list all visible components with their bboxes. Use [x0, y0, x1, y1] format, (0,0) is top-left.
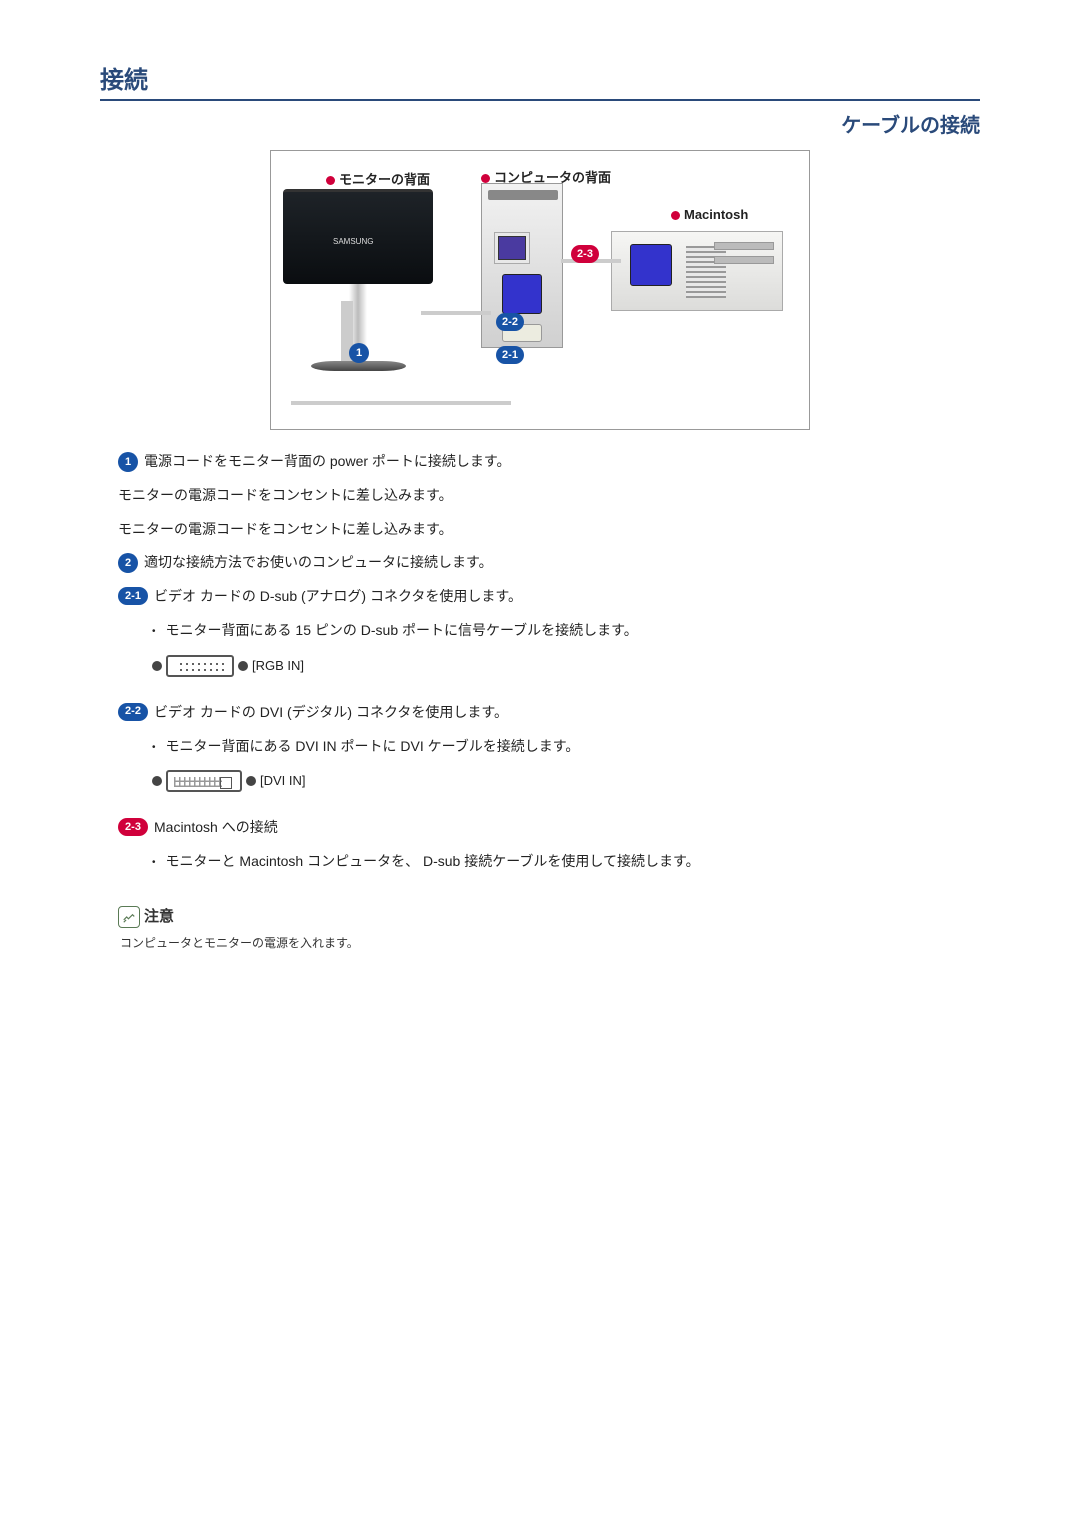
step-badge-2: 2 — [118, 553, 138, 573]
diagram-label-mac: Macintosh — [671, 207, 748, 222]
diagram-badge-2-2: 2-2 — [496, 313, 524, 331]
step-text-2-1: ビデオ カードの D-sub (アナログ) コネクタを使用します。 — [154, 585, 522, 609]
step-badge-1: 1 — [118, 452, 138, 472]
step-text-2: 適切な接続方法でお使いのコンピュータに接続します。 — [144, 551, 493, 575]
mac-graphic — [611, 231, 783, 311]
step-text-2-1-bullet: モニター背面にある 15 ピンの D-sub ポートに信号ケーブルを接続します。 — [166, 619, 638, 643]
step-badge-2-1: 2-1 — [118, 587, 148, 605]
rgb-port-icon — [166, 655, 234, 677]
instruction-body: 1 電源コードをモニター背面の power ポートに接続します。 モニターの電源… — [100, 450, 980, 954]
step-text-2-3-bullet: モニターと Macintosh コンピュータを、 D-sub 接続ケーブルを使用… — [166, 850, 700, 874]
diagram-badge-2-3: 2-3 — [571, 245, 599, 263]
port-screw-icon — [246, 776, 256, 786]
sub-section-title: ケーブルの接続 — [100, 109, 980, 138]
step-text-1b: モニターの電源コードをコンセントに差し込みます。 — [118, 518, 453, 542]
diagram-badge-1: 1 — [349, 343, 369, 363]
dvi-port-label: [DVI IN] — [260, 770, 306, 792]
rgb-port-label: [RGB IN] — [252, 655, 304, 677]
step-text-2-2: ビデオ カードの DVI (デジタル) コネクタを使用します。 — [154, 701, 508, 725]
step-text-1a: モニターの電源コードをコンセントに差し込みます。 — [118, 484, 453, 508]
note-body: コンピュータとモニターの電源を入れます。 — [120, 933, 980, 953]
port-screw-icon — [238, 661, 248, 671]
diagram-badge-2-1: 2-1 — [496, 346, 524, 364]
connection-diagram: モニターの背面 コンピュータの背面 Macintosh SAMSUNG — [270, 150, 810, 430]
monitor-brand: SAMSUNG — [333, 237, 373, 246]
step-text-2-3: Macintosh への接続 — [154, 816, 278, 840]
section-title: 接続 — [100, 60, 980, 101]
step-text-1: 電源コードをモニター背面の power ポートに接続します。 — [144, 450, 511, 474]
dvi-port-icon — [166, 770, 242, 792]
port-screw-icon — [152, 661, 162, 671]
port-screw-icon — [152, 776, 162, 786]
diagram-label-monitor: モニターの背面 — [326, 169, 430, 188]
step-text-2-2-bullet: モニター背面にある DVI IN ポートに DVI ケーブルを接続します。 — [166, 735, 580, 759]
step-badge-2-3: 2-3 — [118, 818, 148, 836]
step-badge-2-2: 2-2 — [118, 703, 148, 721]
note-icon — [118, 906, 140, 928]
note-title: 注意 — [144, 904, 174, 930]
